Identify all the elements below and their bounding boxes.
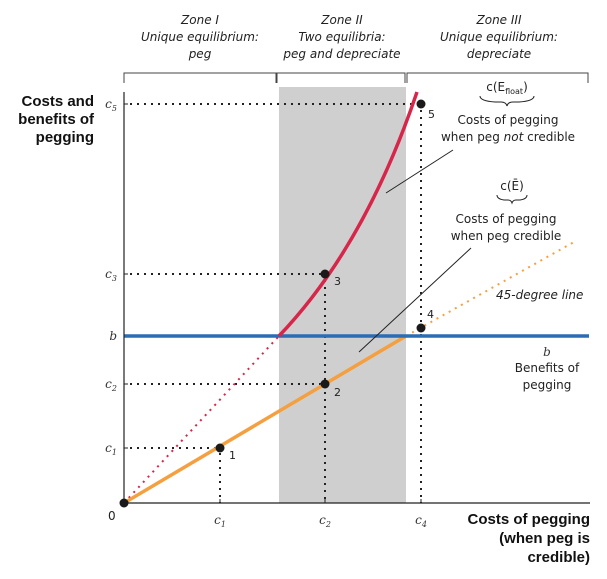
zone-brackets: [123, 72, 589, 83]
svg-text:credible): credible): [527, 549, 590, 566]
y-tick-b: b: [109, 329, 117, 343]
point-4-label: 4: [427, 308, 434, 321]
credible-pointer: [358, 247, 472, 353]
origin-label: 0: [108, 509, 116, 523]
point-3: [320, 269, 330, 279]
zone-2-shading: [279, 87, 406, 503]
credible-brace: [496, 194, 528, 205]
benefit-symbol: b: [543, 345, 551, 359]
zone-1-bracket: [123, 72, 277, 83]
float-cost-desc-line1: Costs of pegging: [458, 113, 559, 127]
x-tick-c1: c1: [214, 513, 226, 529]
float-cost-curve: [277, 91, 419, 338]
axes: [123, 92, 590, 504]
zone-2-title: Zone II Two equilibria: peg and deprecia…: [282, 13, 400, 61]
svg-text:Zone I: Zone I: [180, 13, 219, 27]
point-5: [416, 99, 426, 109]
tick-marks: [124, 103, 422, 503]
y-tick-c3: c3: [105, 267, 117, 283]
svg-text:Unique equilibrium:: Unique equilibrium:: [141, 30, 259, 44]
svg-text:Costs of pegging: Costs of pegging: [468, 511, 591, 528]
point-2-label: 2: [334, 386, 341, 399]
y-tick-c1: c1: [105, 441, 117, 457]
y-axis-title: Costs and benefits of pegging: [18, 93, 95, 146]
credible-cost-symbol: c(Ē): [500, 179, 524, 193]
float-cost-symbol: c(Efloat): [486, 80, 528, 96]
credible-cost-desc-line2: when peg credible: [451, 229, 562, 243]
svg-text:Zone III: Zone III: [476, 13, 522, 27]
point-1: [215, 443, 225, 453]
svg-text:peg: peg: [188, 47, 212, 61]
svg-text:Two equilibria:: Two equilibria:: [298, 30, 385, 44]
zone-1-title: Zone I Unique equilibrium: peg: [141, 13, 259, 61]
zone-3-title: Zone III Unique equilibrium: depreciate: [440, 13, 558, 61]
line-45-degree-label: 45-degree line: [496, 288, 583, 302]
y-tick-c5: c5: [105, 97, 117, 113]
svg-text:(when peg is: (when peg is: [499, 530, 590, 547]
svg-text:depreciate: depreciate: [467, 47, 531, 61]
svg-text:peg and depreciate: peg and depreciate: [282, 47, 400, 61]
annotation-pointers: [358, 95, 535, 353]
svg-text:Unique equilibrium:: Unique equilibrium:: [440, 30, 558, 44]
svg-text:Zone II: Zone II: [320, 13, 363, 27]
credible-cost-desc-line1: Costs of pegging: [456, 212, 557, 226]
reference-dotted-lines: [130, 103, 422, 503]
y-tick-c2: c2: [105, 377, 117, 393]
zone-2-bracket: [276, 72, 406, 83]
float-curve-dotted-extension: [123, 335, 280, 504]
x-tick-c4: c4: [415, 513, 427, 529]
benefit-desc-line1: Benefits of: [515, 361, 580, 375]
float-cost-desc-line2: when peg not credible: [441, 130, 575, 144]
svg-text:benefits of: benefits of: [18, 111, 95, 128]
equilibrium-points: [119, 99, 426, 508]
float-brace: [479, 95, 535, 107]
point-1-label: 1: [229, 449, 236, 462]
origin-point: [119, 498, 129, 508]
x-tick-c2: c2: [319, 513, 331, 529]
credible-cost-line: [123, 334, 407, 505]
svg-text:pegging: pegging: [36, 129, 94, 146]
float-pointer: [385, 149, 454, 194]
point-3-label: 3: [334, 275, 341, 288]
point-2: [320, 379, 330, 389]
x-axis-title: Costs of pegging (when peg is credible): [468, 511, 591, 566]
svg-text:Costs and: Costs and: [21, 93, 94, 110]
benefit-desc-line2: pegging: [523, 378, 572, 392]
point-4: [416, 323, 426, 333]
zone-3-bracket: [406, 72, 589, 83]
point-5-label: 5: [428, 108, 435, 121]
